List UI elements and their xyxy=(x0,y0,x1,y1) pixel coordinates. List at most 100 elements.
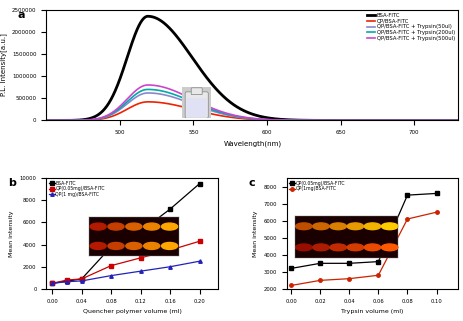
QP/BSA-FITC + Trypsin(500ul) xyxy=(365,118,371,122)
X-axis label: Quencher polymer volume (ml): Quencher polymer volume (ml) xyxy=(83,309,181,314)
Line: QP/BSA-FITC + Trypsin(50ul): QP/BSA-FITC + Trypsin(50ul) xyxy=(46,93,458,120)
QP(0.05mg)/BSA-FITC xyxy=(108,264,114,268)
Line: BSA-FITC: BSA-FITC xyxy=(50,182,201,285)
QP(1 mg)/BSA-FITC xyxy=(64,280,70,284)
QP(0.05mg)/BSA-FITC xyxy=(317,261,323,265)
Line: QP(0.05mg)/BSA-FITC: QP(0.05mg)/BSA-FITC xyxy=(289,192,438,270)
QP(0.05mg)/BSA-FITC xyxy=(64,278,70,282)
Text: c: c xyxy=(249,178,256,188)
Text: b: b xyxy=(8,178,16,188)
QP(0.05mg)/BSA-FITC xyxy=(405,193,410,197)
BSA-FITC xyxy=(327,118,332,122)
BSA-FITC xyxy=(225,99,231,102)
Y-axis label: P.L. Intensity[a.u.]: P.L. Intensity[a.u.] xyxy=(0,34,6,97)
QP/BSA-FITC + Trypsin(200ul) xyxy=(145,88,150,91)
BSA-FITC xyxy=(79,277,84,281)
X-axis label: Wavelength(nm): Wavelength(nm) xyxy=(223,141,282,147)
QP/BSA-FITC + Trypsin(50ul) xyxy=(86,118,91,122)
QP(0.05mg)/BSA-FITC xyxy=(167,248,173,252)
QP/BSA-FITC + Trypsin(50ul) xyxy=(327,118,332,122)
X-axis label: Trypsin volume (ml): Trypsin volume (ml) xyxy=(341,309,404,314)
QP(1mg)BSA-FITC xyxy=(434,210,439,214)
QP(0.05mg)/BSA-FITC xyxy=(375,260,381,264)
BSA-FITC xyxy=(211,84,216,88)
Legend: BSA-FITC, QP/BSA-FITC, QP/BSA-FITC + Trypsin(50ul), QP/BSA-FITC + Trypsin(200ul): BSA-FITC, QP/BSA-FITC, QP/BSA-FITC + Try… xyxy=(367,12,456,41)
BSA-FITC xyxy=(138,229,144,233)
Y-axis label: Mean intensity: Mean intensity xyxy=(9,210,14,257)
Line: QP(1 mg)/BSA-FITC: QP(1 mg)/BSA-FITC xyxy=(50,259,201,285)
QP/BSA-FITC + Trypsin(500ul) xyxy=(373,118,378,122)
QP(0.05mg)/BSA-FITC xyxy=(79,277,84,281)
BSA-FITC xyxy=(64,279,70,283)
Line: BSA-FITC: BSA-FITC xyxy=(46,16,458,120)
QP/BSA-FITC xyxy=(44,118,49,122)
Y-axis label: Mean intensity: Mean intensity xyxy=(253,210,258,257)
QP(0.05mg)/BSA-FITC xyxy=(197,239,202,243)
QP(0.05mg)/BSA-FITC xyxy=(288,266,294,270)
QP/BSA-FITC + Trypsin(500ul) xyxy=(86,118,91,122)
Line: QP/BSA-FITC: QP/BSA-FITC xyxy=(46,102,458,120)
BSA-FITC xyxy=(197,182,202,186)
QP/BSA-FITC xyxy=(456,118,461,122)
QP/BSA-FITC + Trypsin(50ul) xyxy=(365,118,371,122)
QP(1mg)BSA-FITC xyxy=(405,217,410,221)
QP/BSA-FITC + Trypsin(500ul) xyxy=(211,107,216,110)
QP(0.05mg)/BSA-FITC xyxy=(434,192,439,195)
QP/BSA-FITC + Trypsin(200ul) xyxy=(44,118,49,122)
BSA-FITC xyxy=(50,282,55,285)
QP(1 mg)/BSA-FITC xyxy=(108,274,114,278)
QP/BSA-FITC + Trypsin(500ul) xyxy=(225,112,231,116)
QP/BSA-FITC + Trypsin(200ul) xyxy=(225,113,231,117)
QP/BSA-FITC + Trypsin(50ul) xyxy=(211,109,216,113)
Line: QP(0.05mg)/BSA-FITC: QP(0.05mg)/BSA-FITC xyxy=(50,239,201,285)
QP/BSA-FITC + Trypsin(50ul) xyxy=(456,118,461,122)
QP(1mg)BSA-FITC xyxy=(346,277,352,281)
QP/BSA-FITC + Trypsin(500ul) xyxy=(44,118,49,122)
QP/BSA-FITC xyxy=(211,112,216,116)
BSA-FITC xyxy=(167,207,173,211)
QP/BSA-FITC + Trypsin(50ul) xyxy=(373,118,378,122)
Legend: BSA-FITC, QP(0.05mg)/BSA-FITC, QP(1 mg)/BSA-FITC: BSA-FITC, QP(0.05mg)/BSA-FITC, QP(1 mg)/… xyxy=(49,180,106,197)
QP(0.05mg)/BSA-FITC xyxy=(50,282,55,285)
QP/BSA-FITC xyxy=(365,118,371,122)
QP(0.05mg)/BSA-FITC xyxy=(138,256,144,260)
QP/BSA-FITC + Trypsin(200ul) xyxy=(365,118,371,122)
QP(0.05mg)/BSA-FITC xyxy=(346,261,352,265)
QP/BSA-FITC + Trypsin(50ul) xyxy=(145,91,150,95)
BSA-FITC xyxy=(373,118,378,122)
QP/BSA-FITC + Trypsin(200ul) xyxy=(211,108,216,112)
QP(1mg)BSA-FITC xyxy=(288,283,294,287)
Line: QP/BSA-FITC + Trypsin(500ul): QP/BSA-FITC + Trypsin(500ul) xyxy=(46,85,458,120)
QP(1 mg)/BSA-FITC xyxy=(50,282,55,285)
QP(1 mg)/BSA-FITC xyxy=(197,259,202,263)
QP(1 mg)/BSA-FITC xyxy=(138,269,144,273)
QP/BSA-FITC + Trypsin(500ul) xyxy=(327,118,332,122)
QP(1mg)BSA-FITC xyxy=(375,273,381,277)
QP/BSA-FITC + Trypsin(500ul) xyxy=(456,118,461,122)
Line: QP(1mg)BSA-FITC: QP(1mg)BSA-FITC xyxy=(289,211,438,287)
QP(1 mg)/BSA-FITC xyxy=(79,279,84,283)
QP/BSA-FITC xyxy=(225,115,231,119)
Text: a: a xyxy=(18,10,25,20)
QP/BSA-FITC xyxy=(327,118,332,122)
QP(1mg)BSA-FITC xyxy=(317,278,323,282)
QP/BSA-FITC + Trypsin(200ul) xyxy=(456,118,461,122)
Line: QP/BSA-FITC + Trypsin(200ul): QP/BSA-FITC + Trypsin(200ul) xyxy=(46,90,458,120)
BSA-FITC xyxy=(456,118,461,122)
BSA-FITC xyxy=(86,117,91,121)
Legend: QP(0.05mg)/BSA-FITC, QP(1mg)BSA-FITC: QP(0.05mg)/BSA-FITC, QP(1mg)BSA-FITC xyxy=(289,180,346,192)
QP/BSA-FITC + Trypsin(200ul) xyxy=(373,118,378,122)
QP/BSA-FITC xyxy=(86,118,91,122)
BSA-FITC xyxy=(44,118,49,122)
QP/BSA-FITC + Trypsin(200ul) xyxy=(327,118,332,122)
QP/BSA-FITC + Trypsin(200ul) xyxy=(86,118,91,122)
BSA-FITC xyxy=(365,118,371,122)
BSA-FITC xyxy=(145,14,150,18)
QP/BSA-FITC xyxy=(145,100,150,104)
QP(1 mg)/BSA-FITC xyxy=(167,265,173,269)
QP/BSA-FITC + Trypsin(50ul) xyxy=(225,113,231,117)
QP/BSA-FITC + Trypsin(500ul) xyxy=(145,83,150,87)
QP/BSA-FITC xyxy=(373,118,378,122)
QP/BSA-FITC + Trypsin(50ul) xyxy=(44,118,49,122)
BSA-FITC xyxy=(108,245,114,249)
